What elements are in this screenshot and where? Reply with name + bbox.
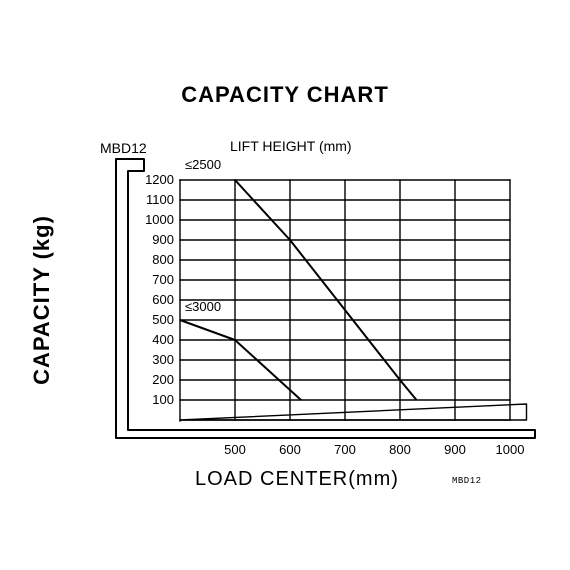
x-tick-label: 600 [265, 442, 315, 457]
y-tick-label: 1200 [128, 172, 174, 187]
y-tick-label: 600 [128, 292, 174, 307]
capacity-chart-page: CAPACITY CHART LIFT HEIGHT (mm) MBD12 CA… [0, 0, 570, 570]
y-tick-label: 300 [128, 352, 174, 367]
y-tick-label: 700 [128, 272, 174, 287]
y-tick-label: 800 [128, 252, 174, 267]
x-tick-label: 900 [430, 442, 480, 457]
y-tick-label: 1100 [128, 192, 174, 207]
curve-label: ≤2500 [185, 157, 221, 172]
y-tick-label: 400 [128, 332, 174, 347]
chart-curves [180, 180, 417, 400]
y-axis-label: CAPACITY (kg) [29, 215, 55, 385]
y-tick-label: 500 [128, 312, 174, 327]
x-tick-label: 800 [375, 442, 425, 457]
curve-label: ≤3000 [185, 299, 221, 314]
y-tick-label: 900 [128, 232, 174, 247]
x-tick-label: 500 [210, 442, 260, 457]
chart-title: CAPACITY CHART [0, 82, 570, 108]
x-tick-label: 700 [320, 442, 370, 457]
chart-frame [116, 159, 535, 438]
x-axis-label: LOAD CENTER(mm) [195, 468, 399, 491]
y-tick-label: 200 [128, 372, 174, 387]
model-small-label: MBD12 [452, 476, 482, 486]
y-tick-label: 1000 [128, 212, 174, 227]
chart-grid [180, 180, 510, 421]
x-tick-label: 1000 [485, 442, 535, 457]
y-tick-label: 100 [128, 392, 174, 407]
